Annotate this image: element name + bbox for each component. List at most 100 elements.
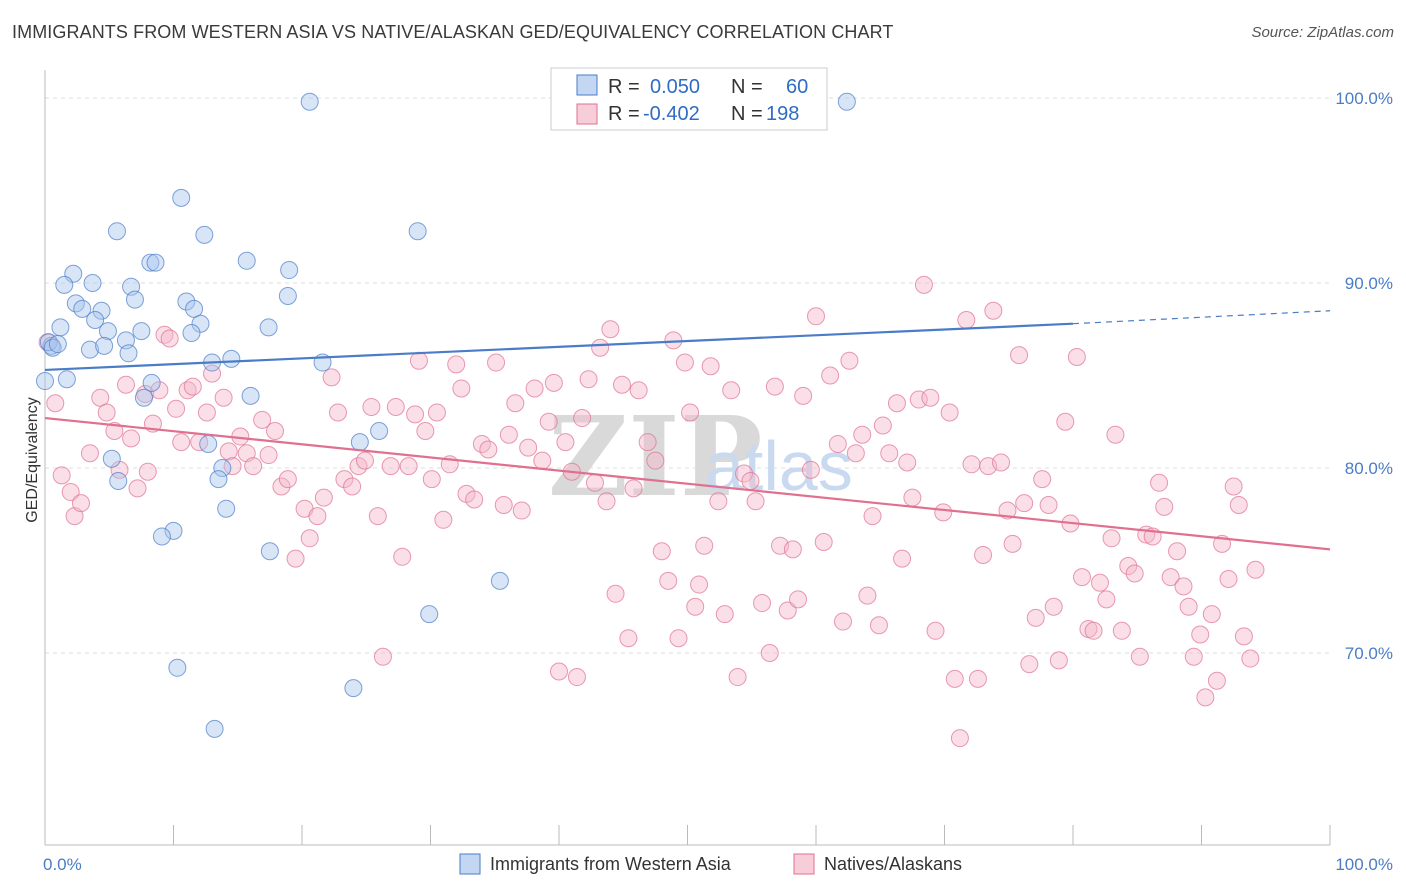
point-western-asia-31	[95, 336, 114, 355]
point-western-asia-12	[83, 274, 102, 292]
point-natives-21	[172, 433, 191, 452]
point-western-asia-49	[164, 521, 183, 540]
point-western-asia-44	[102, 449, 121, 468]
point-natives-46	[343, 477, 362, 496]
legend-swatch-pink	[576, 103, 598, 125]
point-natives-138	[903, 488, 922, 507]
point-western-asia-55	[344, 679, 363, 698]
point-western-asia-2	[172, 188, 191, 207]
point-natives-15	[138, 462, 157, 481]
point-natives-27	[214, 388, 233, 407]
point-natives-97	[659, 571, 678, 590]
point-natives-148	[962, 455, 981, 474]
point-natives-43	[322, 368, 341, 387]
point-natives-96	[652, 542, 671, 561]
series-swatch-blue	[459, 853, 481, 875]
point-natives-87	[597, 492, 616, 511]
point-natives-25	[197, 403, 216, 422]
legend-n-value-1: 60	[786, 76, 808, 98]
point-natives-155	[1003, 534, 1022, 553]
point-natives-56	[406, 405, 425, 424]
point-natives-186	[1184, 647, 1203, 666]
point-natives-171	[1097, 590, 1116, 609]
point-natives-68	[479, 440, 498, 459]
point-western-asia-58	[43, 338, 62, 357]
point-natives-120	[794, 386, 813, 405]
point-natives-95	[646, 451, 665, 470]
legend-n-value-2: 198	[766, 103, 799, 125]
point-natives-85	[585, 473, 604, 492]
data-points	[36, 92, 1265, 748]
point-western-asia-43	[350, 433, 369, 452]
point-western-asia-19	[125, 290, 144, 309]
point-natives-150	[974, 545, 993, 564]
point-natives-12	[122, 429, 141, 448]
point-western-asia-50	[152, 527, 171, 546]
point-natives-76	[533, 451, 552, 470]
point-natives-170	[1090, 573, 1109, 592]
point-natives-153	[992, 453, 1011, 472]
point-natives-128	[846, 444, 865, 463]
point-natives-188	[1196, 688, 1215, 707]
point-western-asia-17	[73, 299, 92, 318]
point-natives-89	[606, 584, 625, 603]
point-natives-145	[945, 669, 964, 688]
point-natives-93	[629, 381, 648, 400]
point-natives-69	[487, 353, 506, 372]
point-western-asia-26	[182, 323, 201, 342]
point-western-asia-40	[241, 386, 260, 405]
point-natives-163	[1049, 651, 1068, 670]
trend-line-extension-0	[1072, 310, 1331, 325]
point-western-asia-1	[837, 92, 856, 111]
point-natives-106	[709, 492, 728, 511]
y-tick-label-2: 80.0%	[1345, 459, 1393, 478]
point-natives-88	[601, 320, 620, 339]
point-natives-187	[1191, 625, 1210, 644]
point-western-asia-54	[168, 658, 187, 677]
point-natives-108	[722, 381, 741, 400]
point-western-asia-4	[195, 225, 214, 244]
point-western-asia-24	[98, 322, 117, 341]
point-natives-22	[178, 381, 197, 400]
point-natives-103	[690, 575, 709, 594]
point-natives-140	[914, 275, 933, 294]
point-natives-102	[686, 597, 705, 616]
point-western-asia-7	[146, 253, 165, 272]
y-tick-label-0: 100.0%	[1335, 89, 1393, 108]
point-western-asia-0	[300, 92, 319, 111]
point-western-asia-22	[191, 314, 210, 333]
point-natives-135	[887, 394, 906, 413]
y-axis-label: GED/Equivalency	[24, 397, 41, 522]
point-natives-48	[355, 451, 374, 470]
point-natives-94	[638, 433, 657, 452]
point-western-asia-3	[107, 222, 126, 241]
point-natives-49	[362, 397, 381, 416]
point-western-asia-45	[213, 459, 232, 477]
point-natives-79	[550, 662, 568, 681]
point-natives-194	[1229, 496, 1248, 514]
point-natives-160	[1033, 470, 1052, 489]
point-natives-8	[97, 403, 116, 422]
x-tick-label-1: 100.0%	[1335, 855, 1393, 874]
point-natives-164	[1056, 412, 1075, 431]
point-natives-37	[278, 470, 297, 489]
point-natives-146	[950, 729, 969, 748]
point-natives-172	[1102, 529, 1121, 548]
point-natives-125	[828, 434, 847, 453]
point-western-asia-14	[177, 292, 196, 311]
point-natives-143	[934, 503, 953, 522]
point-natives-83	[573, 409, 592, 428]
point-natives-3	[61, 483, 80, 502]
point-western-asia-27	[259, 318, 278, 337]
point-western-asia-56	[205, 719, 224, 738]
point-natives-41	[308, 507, 327, 526]
point-western-asia-39	[134, 388, 153, 407]
point-natives-183	[1168, 542, 1187, 561]
point-natives-111	[741, 471, 760, 490]
point-natives-73	[512, 501, 531, 520]
point-natives-70	[494, 496, 513, 514]
point-western-asia-34	[222, 349, 241, 368]
point-natives-192	[1219, 570, 1238, 588]
point-western-asia-25	[132, 322, 151, 341]
